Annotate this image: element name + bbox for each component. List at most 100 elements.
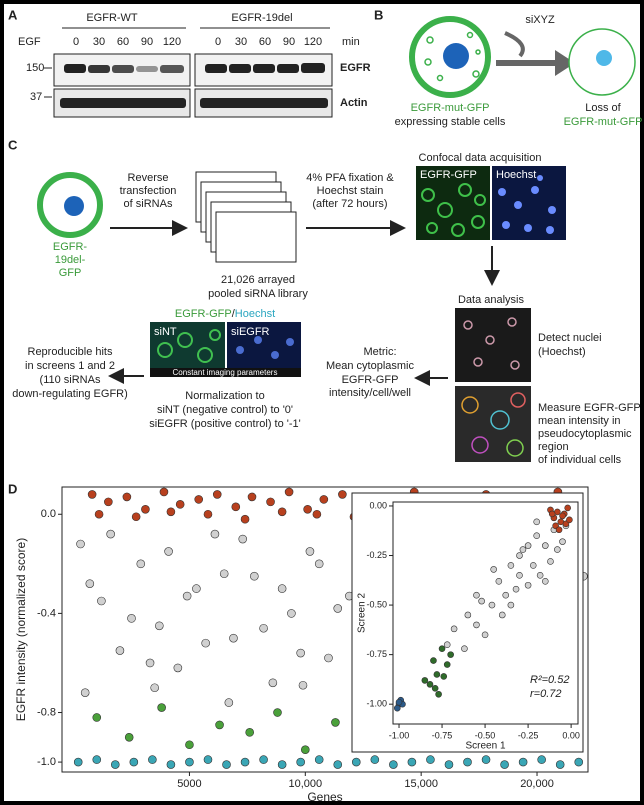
point: [537, 755, 546, 764]
label: siNT (negative control) to '0': [157, 404, 293, 416]
annotation: R²=0.52: [530, 674, 569, 686]
point: [277, 507, 287, 517]
label: (110 siRNAs: [40, 374, 101, 386]
label: 120: [304, 36, 322, 48]
point: [201, 638, 210, 648]
label: EGFR-mut-GFP: [564, 116, 643, 128]
point: [92, 713, 102, 722]
point: [175, 500, 185, 509]
label: Confocal data acquisition: [419, 152, 542, 164]
point: [85, 579, 95, 588]
y-tick-label: 0.0: [41, 508, 56, 520]
label: pooled siRNA library: [208, 288, 308, 300]
plates: [195, 171, 297, 263]
point: [148, 755, 157, 764]
label: Actin: [340, 97, 368, 109]
label: EGFR: [340, 62, 371, 74]
point: [438, 645, 446, 652]
label: 60: [259, 36, 271, 48]
point: [516, 572, 523, 579]
x-tick-label: 0.00: [562, 730, 580, 740]
label: 0: [215, 36, 221, 48]
point: [250, 571, 259, 581]
cells: [421, 183, 486, 237]
point: [240, 514, 250, 524]
point: [512, 585, 520, 593]
label: siEGFR (positive control) to '-1': [149, 418, 301, 430]
point: [463, 757, 472, 767]
point: [141, 505, 150, 514]
point: [548, 510, 556, 518]
point: [159, 487, 169, 497]
nuclei: [498, 175, 556, 234]
point: [222, 760, 231, 769]
point: [351, 757, 361, 767]
point: [185, 740, 194, 750]
label: 150: [26, 62, 44, 74]
point: [259, 623, 268, 633]
point: [421, 677, 429, 684]
panel-label: B: [374, 7, 383, 22]
annotation: r=0.72: [530, 688, 562, 700]
nuclei: [236, 336, 294, 359]
y-tick-label: -0.75: [366, 649, 387, 659]
x-tick-label: -0.50: [475, 730, 496, 740]
label: siXYZ: [525, 14, 555, 26]
point: [127, 614, 136, 623]
point: [542, 577, 549, 585]
point: [210, 529, 220, 539]
point: [194, 495, 204, 504]
point: [185, 757, 194, 767]
label: EGFR-GFP/Hoechst: [175, 308, 275, 320]
label: expressing stable cells: [395, 116, 506, 128]
point: [231, 502, 241, 512]
label: (after 72 hours): [312, 198, 387, 210]
label: (Hoechst): [538, 346, 586, 358]
panel-label: C: [8, 137, 18, 152]
point: [287, 609, 296, 618]
point: [303, 505, 312, 514]
point: [76, 539, 85, 549]
point: [157, 703, 166, 712]
point: [426, 681, 434, 688]
panel-c: C EGFR- 19del- GFP Reverse transfection …: [8, 137, 641, 465]
point: [331, 718, 340, 727]
label: Hoechst: [496, 169, 536, 181]
y-tick-label: -1.0: [37, 756, 56, 768]
label: 90: [283, 36, 295, 48]
point: [464, 611, 472, 619]
label: 30: [93, 36, 105, 48]
point: [559, 512, 566, 520]
label: in screens 1 and 2: [25, 360, 115, 372]
panel-a: A EGFR-WT EGFR-19del EGF 0 30 60 90 120 …: [8, 7, 371, 118]
point: [164, 547, 173, 556]
label: Reproducible hits: [28, 346, 113, 358]
point: [296, 648, 305, 658]
vesicles: [424, 31, 481, 82]
point: [533, 518, 540, 526]
label: Mean cytoplasmic: [326, 360, 415, 372]
bands: [60, 63, 328, 108]
label: 30: [235, 36, 247, 48]
label: 4% PFA fixation &: [306, 172, 394, 184]
point: [488, 601, 496, 609]
point: [182, 591, 192, 601]
point: [319, 495, 329, 504]
point: [447, 651, 454, 658]
cells: [157, 329, 221, 363]
point: [92, 755, 102, 764]
label: mean intensity in: [538, 415, 621, 427]
label: EGFR-WT: [86, 12, 138, 24]
x-tick-label: -1.00: [389, 730, 410, 740]
point: [555, 526, 563, 534]
point: [314, 755, 324, 764]
point: [542, 542, 549, 549]
point: [500, 760, 509, 769]
y-axis-label: EGFR intensity (normalized score): [14, 538, 28, 721]
label: pseudocytoplasmic: [538, 428, 632, 440]
nucleus: [596, 50, 612, 66]
x-tick-label: 20,000: [520, 778, 554, 790]
point: [266, 497, 275, 507]
point: [524, 581, 532, 589]
label: down-regulating EGFR): [12, 388, 128, 400]
